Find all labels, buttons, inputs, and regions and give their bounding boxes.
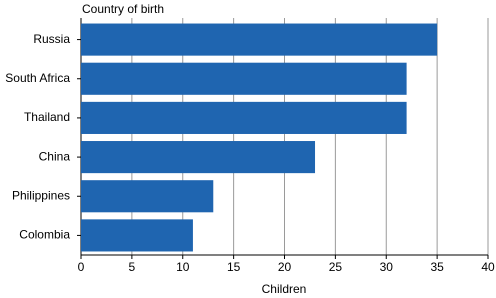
x-tick-label: 40: [481, 260, 495, 274]
x-tick-label: 20: [278, 260, 292, 274]
y-axis-label: Country of birth: [82, 2, 164, 16]
bar: [81, 23, 438, 56]
x-tick-label: 5: [129, 260, 136, 274]
x-tick-label: 15: [227, 260, 241, 274]
x-tick-label: 25: [329, 260, 343, 274]
x-tick-label: 0: [78, 260, 85, 274]
bar: [81, 141, 316, 174]
x-tick-label: 35: [430, 260, 444, 274]
x-tick-label: 10: [176, 260, 190, 274]
x-axis-label: Children: [262, 282, 307, 296]
y-tick-label: Colombia: [19, 228, 70, 242]
y-tick-label: South Africa: [5, 71, 70, 85]
y-tick-label: China: [39, 149, 71, 163]
bar: [81, 101, 407, 134]
y-tick-label: Thailand: [24, 110, 70, 124]
bar: [81, 62, 407, 95]
bar: [81, 180, 214, 213]
bar: [81, 219, 193, 252]
x-tick-label: 30: [380, 260, 394, 274]
y-tick-label: Philippines: [12, 188, 70, 202]
y-tick-label: Russia: [33, 32, 70, 46]
